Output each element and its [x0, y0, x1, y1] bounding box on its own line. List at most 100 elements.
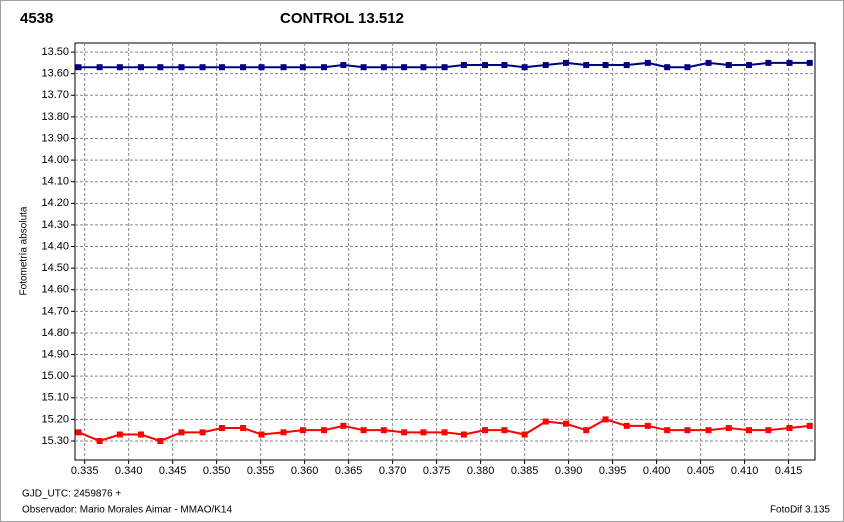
data-point: [178, 429, 185, 436]
data-point: [340, 422, 347, 429]
data-point: [75, 429, 82, 436]
data-point: [521, 64, 528, 71]
y-tick-label: 15.10: [41, 392, 69, 404]
data-point: [218, 425, 225, 432]
x-tick-label: 0.410: [731, 465, 759, 477]
data-point: [786, 425, 793, 432]
data-point: [684, 64, 691, 71]
data-point: [199, 64, 206, 71]
x-tick-label: 0.370: [379, 465, 407, 477]
data-point: [340, 62, 347, 69]
data-point: [441, 64, 448, 71]
data-point: [746, 62, 753, 69]
data-point: [482, 427, 489, 434]
y-tick-label: 13.80: [41, 111, 69, 123]
data-point: [765, 59, 772, 66]
y-tick-label: 15.00: [41, 370, 69, 382]
data-point: [240, 425, 247, 432]
data-point: [786, 59, 793, 66]
x-tick-label: 0.390: [555, 465, 583, 477]
data-point: [664, 427, 671, 434]
data-point: [321, 64, 328, 71]
y-tick-label: 14.80: [41, 327, 69, 339]
y-tick-label: 13.90: [41, 132, 69, 144]
y-axis-label: Fotometría absoluta: [19, 206, 30, 295]
y-tick-label: 13.60: [41, 68, 69, 80]
data-point: [420, 64, 427, 71]
data-point: [137, 431, 144, 438]
data-point: [562, 420, 569, 427]
data-point: [75, 64, 82, 71]
software: FotoDif 3.135: [770, 505, 830, 516]
y-tick-label: 14.30: [41, 219, 69, 231]
data-point: [218, 64, 225, 71]
y-tick-label: 13.70: [41, 89, 69, 101]
data-point: [157, 437, 164, 444]
data-point: [460, 431, 467, 438]
x-tick-label: 0.345: [159, 465, 187, 477]
x-tick-label: 0.355: [247, 465, 275, 477]
y-tick-label: 15.20: [41, 413, 69, 425]
data-point: [705, 427, 712, 434]
data-point: [420, 429, 427, 436]
y-tick-label: 14.00: [41, 154, 69, 166]
data-point: [299, 64, 306, 71]
x-tick-label: 0.365: [335, 465, 363, 477]
data-point: [521, 431, 528, 438]
data-point: [401, 64, 408, 71]
y-tick-label: 14.40: [41, 240, 69, 252]
data-point: [542, 62, 549, 69]
data-point: [258, 64, 265, 71]
data-point: [705, 59, 712, 66]
data-point: [482, 62, 489, 69]
variable-star-label: 4538: [20, 10, 53, 27]
data-point: [380, 427, 387, 434]
data-point: [157, 64, 164, 71]
data-point: [684, 427, 691, 434]
data-point: [725, 62, 732, 69]
data-point: [401, 429, 408, 436]
data-point: [602, 62, 609, 69]
x-tick-label: 0.375: [423, 465, 451, 477]
data-point: [116, 431, 123, 438]
y-tick-label: 14.60: [41, 284, 69, 296]
data-point: [280, 64, 287, 71]
x-tick-label: 0.335: [71, 465, 99, 477]
data-point: [321, 427, 328, 434]
x-tick-label: 0.360: [291, 465, 319, 477]
x-tick-label: 0.400: [643, 465, 671, 477]
x-tick-label: 0.385: [511, 465, 539, 477]
x-tick-label: 0.350: [203, 465, 231, 477]
data-point: [746, 427, 753, 434]
data-point: [199, 429, 206, 436]
data-point: [725, 425, 732, 432]
data-point: [360, 427, 367, 434]
data-point: [441, 429, 448, 436]
data-point: [644, 59, 651, 66]
data-point: [240, 64, 247, 71]
y-tick-label: 14.50: [41, 262, 69, 274]
x-tick-label: 0.395: [599, 465, 627, 477]
data-point: [806, 59, 813, 66]
data-point: [623, 62, 630, 69]
data-point: [583, 427, 590, 434]
data-point: [258, 431, 265, 438]
data-point: [602, 416, 609, 423]
y-tick-label: 14.20: [41, 197, 69, 209]
data-point: [623, 422, 630, 429]
data-point: [644, 422, 651, 429]
data-point: [765, 427, 772, 434]
y-tick-label: 15.30: [41, 435, 69, 447]
data-point: [299, 427, 306, 434]
x-tick-label: 0.340: [115, 465, 143, 477]
observer: Observador: Mario Morales Aimar - MMAO/K…: [22, 505, 232, 516]
data-point: [806, 422, 813, 429]
x-tick-label: 0.380: [467, 465, 495, 477]
data-point: [116, 64, 123, 71]
data-point: [501, 427, 508, 434]
data-point: [583, 62, 590, 69]
data-point: [280, 429, 287, 436]
data-point: [96, 437, 103, 444]
plot-area: [74, 42, 816, 461]
